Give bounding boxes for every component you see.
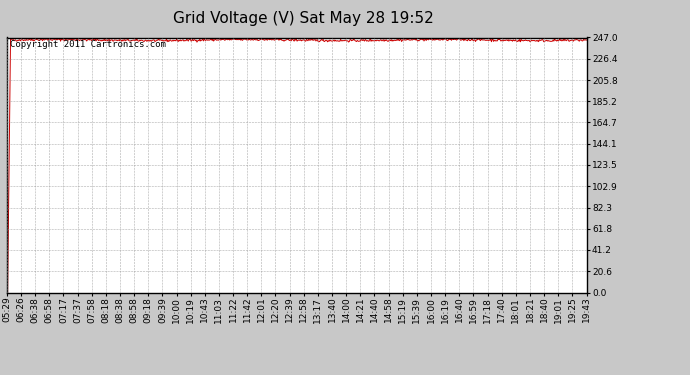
Text: Grid Voltage (V) Sat May 28 19:52: Grid Voltage (V) Sat May 28 19:52 [173, 11, 434, 26]
Text: Copyright 2011 Cartronics.com: Copyright 2011 Cartronics.com [10, 40, 166, 49]
